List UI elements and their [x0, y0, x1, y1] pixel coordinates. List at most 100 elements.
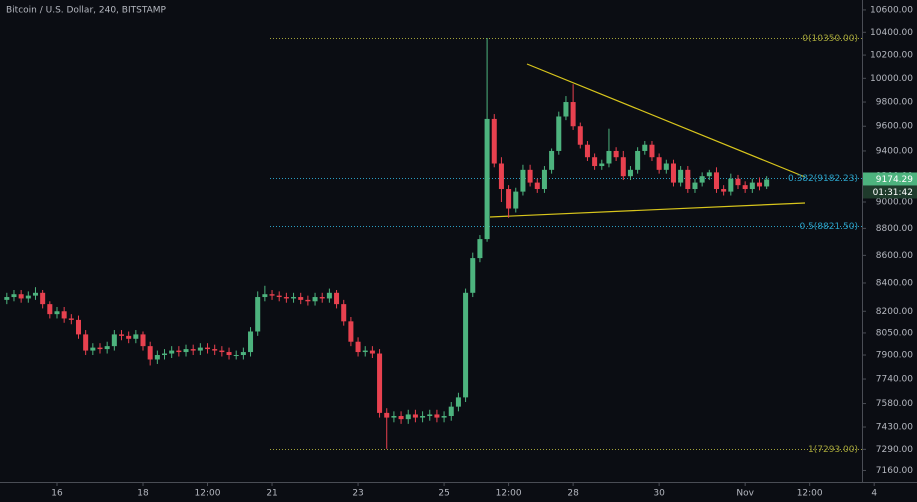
candle-body [427, 414, 433, 417]
candle-body [405, 414, 411, 420]
y-tick-label: 7900.00 [876, 351, 913, 361]
candle-body [219, 350, 225, 353]
candle-body [692, 182, 698, 190]
candle-body [756, 182, 763, 187]
candle-body [670, 163, 676, 183]
candle-body [420, 416, 426, 418]
candle-body [706, 172, 712, 177]
candle-body [40, 292, 46, 305]
y-tick-label: 7160.00 [876, 466, 913, 476]
candle-body [197, 347, 203, 351]
candle-body [190, 349, 196, 351]
candle-body [749, 182, 755, 190]
candle-body [534, 182, 540, 190]
candle-body [355, 341, 361, 353]
y-tick-label: 9000.00 [876, 197, 913, 207]
candle-body [126, 335, 132, 339]
candle-body [491, 118, 497, 164]
fib-label: 1(7293.00) [808, 445, 858, 455]
x-tick-label: 30 [653, 489, 665, 499]
candle-body [541, 169, 547, 190]
fib-label: 0(10350.00) [802, 34, 858, 44]
candle-body [118, 334, 125, 336]
candle-body [75, 319, 82, 335]
candle-body [183, 349, 189, 353]
candle-body [498, 163, 504, 190]
candle-body [176, 350, 182, 353]
y-tick-label: 7580.00 [876, 399, 913, 409]
candle-body [627, 169, 633, 177]
candle-body [162, 353, 168, 356]
candle-body [463, 292, 469, 398]
candle-body [642, 144, 648, 151]
x-tick-label: 4 [871, 489, 877, 499]
candle-body [104, 346, 110, 350]
candle-body [513, 191, 519, 209]
candle-body [570, 102, 576, 127]
candle-body [54, 311, 60, 315]
candle-body [663, 163, 669, 170]
y-tick-label: 9600.00 [876, 122, 913, 132]
candle-body [398, 416, 404, 420]
candle-body [83, 334, 89, 351]
y-tick-label: 10000.00 [870, 74, 913, 84]
candle-body [527, 169, 533, 183]
y-tick-label: 8400.00 [876, 278, 913, 288]
trend-line [489, 202, 806, 218]
candle-body [205, 347, 211, 350]
fib-label: 0.382(9182.23) [788, 174, 858, 184]
candle-body [269, 294, 275, 296]
x-tick-label: Nov [736, 489, 754, 499]
candle-body [620, 157, 626, 177]
countdown-box [863, 185, 917, 199]
candle-body [305, 299, 311, 302]
y-tick-label: 10200.00 [870, 51, 913, 61]
candle-body [484, 118, 490, 240]
fib-label: 0.5(8821.50) [799, 222, 858, 232]
candle-body [291, 297, 297, 299]
candle-body [348, 321, 354, 342]
chart-title: Bitcoin / U.S. Dollar, 240, BITSTAMP [6, 6, 167, 16]
candle-body [233, 355, 239, 357]
y-tick-label: 10600.00 [870, 5, 913, 15]
candle-body [656, 157, 662, 170]
candle-body [147, 346, 153, 360]
candle-body [577, 126, 583, 145]
y-tick-label: 8800.00 [876, 224, 913, 234]
candle-body [61, 311, 67, 319]
candle-body [412, 414, 418, 418]
candle-body [97, 347, 103, 350]
trend-line [526, 63, 806, 178]
candle-body [4, 297, 10, 300]
y-tick-label: 7430.00 [876, 423, 913, 433]
candle-body [283, 297, 289, 299]
candle-body [563, 102, 569, 117]
candle-body [742, 185, 748, 190]
x-tick-label: 21 [266, 489, 277, 499]
candle-body [613, 150, 619, 158]
y-tick-label: 8600.00 [876, 251, 913, 261]
candle-body [470, 258, 476, 293]
candle-body [377, 353, 383, 413]
candle-body [649, 144, 655, 158]
candle-body [334, 292, 340, 305]
y-tick-label: 8200.00 [876, 307, 913, 317]
x-tick-label: 18 [137, 489, 149, 499]
candle-body [441, 416, 447, 418]
candle-body [32, 292, 38, 296]
x-tick-label: 23 [352, 489, 363, 499]
candle-body [276, 295, 282, 298]
candle-body [728, 178, 734, 192]
candle-body [326, 292, 332, 299]
candle-body [169, 350, 175, 354]
candle-body [11, 294, 17, 298]
candle-body [212, 349, 218, 351]
candle-body [735, 178, 741, 186]
candle-body [240, 352, 246, 356]
candle-body [549, 150, 555, 170]
candle-body [154, 355, 160, 360]
candle-body [506, 189, 512, 209]
x-tick-label: 28 [567, 489, 579, 499]
